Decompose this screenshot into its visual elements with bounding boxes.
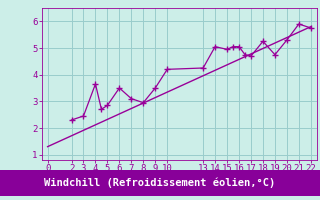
Text: Windchill (Refroidissement éolien,°C): Windchill (Refroidissement éolien,°C) xyxy=(44,178,276,188)
